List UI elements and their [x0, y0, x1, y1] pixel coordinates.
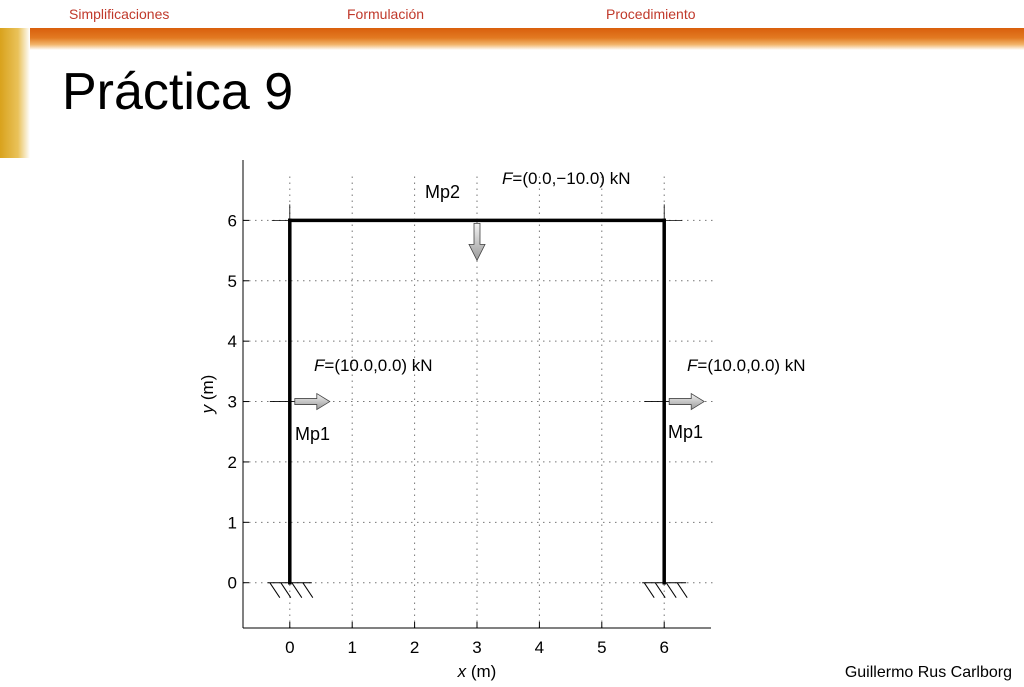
author-footer: Guillermo Rus Carlborg — [844, 664, 1012, 681]
load-arrow-0 — [294, 392, 331, 411]
nav-link-procedimiento[interactable]: Procedimiento — [606, 6, 696, 22]
y-tick-label-3: 3 — [228, 393, 237, 412]
y-tick-label-2: 2 — [228, 453, 237, 472]
load-arrow-1 — [668, 392, 705, 411]
x-axis-label: x (m) — [457, 662, 497, 681]
x-tick-label-6: 6 — [659, 638, 668, 657]
member-label-left: Mp1 — [295, 424, 330, 444]
x-tick-label-2: 2 — [410, 638, 419, 657]
support-hatch-0-2 — [291, 582, 303, 598]
y-tick-label-1: 1 — [228, 513, 237, 532]
support-hatch-0-3 — [302, 582, 314, 598]
slide-title: Práctica 9 — [62, 63, 294, 121]
load-arrow-2 — [468, 222, 486, 262]
support-hatch-0-1 — [280, 582, 292, 598]
top-navigation: Simplificaciones Formulación Procedimien… — [0, 0, 1024, 28]
support-hatch-1-3 — [676, 582, 688, 598]
support-hatch-1-2 — [665, 582, 677, 598]
y-tick-label-0: 0 — [228, 574, 237, 593]
loads — [269, 222, 705, 411]
supports — [267, 582, 688, 598]
nav-link-formulacion[interactable]: Formulación — [347, 6, 425, 22]
y-tick-label-6: 6 — [228, 211, 237, 230]
member-label-beam: Mp2 — [425, 182, 460, 202]
load-label-left: F=(10.0,0.0) kN — [314, 356, 433, 375]
support-hatch-0-0 — [269, 582, 281, 598]
support-hatch-1-1 — [654, 582, 666, 598]
x-tick-label-4: 4 — [535, 638, 544, 657]
y-tick-label-4: 4 — [228, 332, 237, 351]
x-tick-label-3: 3 — [472, 638, 481, 657]
x-tick-label-0: 0 — [285, 638, 294, 657]
load-label-top: F=(0.0,−10.0) kN — [502, 169, 631, 188]
side-accent — [0, 28, 30, 158]
x-tick-label-1: 1 — [347, 638, 356, 657]
x-tick-label-5: 5 — [597, 638, 606, 657]
support-hatch-1-0 — [643, 582, 655, 598]
member-label-right: Mp1 — [668, 422, 703, 442]
header-bar — [0, 28, 1024, 50]
x-ticks: 0 1 2 3 4 5 6 — [285, 622, 669, 657]
y-tick-label-5: 5 — [228, 272, 237, 291]
y-axis-label: y (m) — [198, 375, 217, 415]
load-label-right: F=(10.0,0.0) kN — [687, 356, 806, 375]
y-ticks: 0 1 2 3 4 5 6 — [228, 211, 249, 593]
nav-link-simplificaciones[interactable]: Simplificaciones — [69, 6, 170, 22]
